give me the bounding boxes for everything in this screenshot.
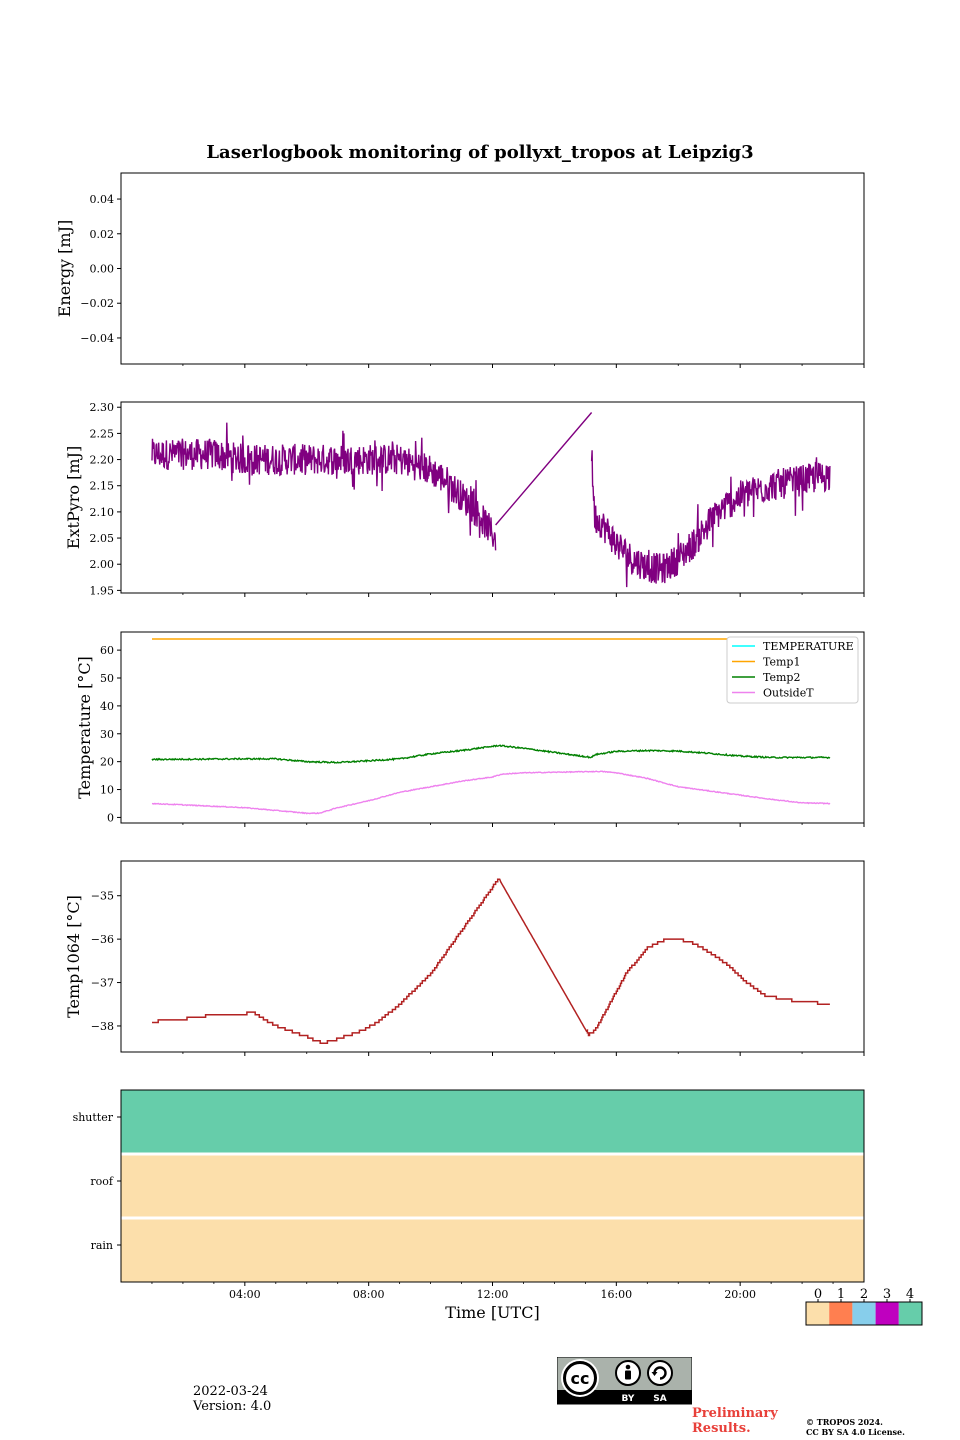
extpyro-ytick-label: 2.20 bbox=[90, 454, 115, 467]
extpyro-line bbox=[151, 412, 831, 588]
energy-panel: 0.04 0.02 0.00 −0.02 −0.04 Energy [mJ] bbox=[55, 172, 865, 368]
colorbar-segment bbox=[806, 1302, 830, 1325]
colorbar-segment bbox=[852, 1302, 876, 1325]
x-tick-label: 16:00 bbox=[600, 1288, 632, 1301]
temp1064-line bbox=[152, 878, 830, 1045]
extpyro-ylabel: ExtPyro [mJ] bbox=[64, 446, 83, 549]
energy-ytick-label: 0.00 bbox=[90, 263, 115, 276]
legend-label: OutsideT bbox=[763, 687, 814, 700]
extpyro-ytick-label: 2.00 bbox=[90, 558, 115, 571]
preliminary-line-2: Results. bbox=[692, 1421, 751, 1436]
energy-ytick-label: −0.04 bbox=[80, 332, 114, 345]
extpyro-ytick-label: 2.05 bbox=[90, 532, 115, 545]
colorbar-segment bbox=[829, 1302, 853, 1325]
colorbar-tick-label: 4 bbox=[906, 1287, 914, 1302]
temp1064-ytick-label: −35 bbox=[91, 890, 114, 903]
energy-ytick-label: 0.04 bbox=[90, 193, 115, 206]
legend-label: Temp2 bbox=[763, 671, 800, 684]
temp1064-frame bbox=[120, 860, 865, 1053]
temperature-ytick-label: 20 bbox=[100, 756, 114, 769]
energy-ylabel: Energy [mJ] bbox=[55, 220, 74, 318]
x-tick-label: 20:00 bbox=[724, 1288, 756, 1301]
status-cell-roof bbox=[121, 1154, 864, 1218]
energy-ytick-label: 0.02 bbox=[90, 228, 115, 241]
preliminary-line-1: Preliminary bbox=[692, 1406, 778, 1421]
cc-by-label: BY bbox=[622, 1394, 635, 1404]
legend-label: Temp1 bbox=[763, 656, 800, 669]
x-tick-label: 08:00 bbox=[353, 1288, 385, 1301]
temperature-ytick-label: 40 bbox=[100, 700, 114, 713]
status-cell-rain bbox=[121, 1218, 864, 1282]
colorbar-segment bbox=[898, 1302, 922, 1325]
extpyro-ytick-label: 2.15 bbox=[90, 480, 115, 493]
status-row-label: roof bbox=[90, 1175, 114, 1188]
version-label: Version: 4.0 bbox=[193, 1399, 272, 1414]
preliminary-note: Preliminary Results. bbox=[692, 1406, 778, 1436]
temp1064-ytick-label: −36 bbox=[91, 933, 114, 946]
extpyro-ytick-label: 2.10 bbox=[90, 506, 115, 519]
cc-license-badge: cc BY SA bbox=[557, 1357, 692, 1405]
energy-ytick-label: −0.02 bbox=[80, 297, 114, 310]
cc-text: cc bbox=[571, 1369, 590, 1388]
temperature-frame bbox=[120, 631, 865, 824]
legend-label: TEMPERATURE bbox=[763, 640, 854, 653]
temperature-legend: TEMPERATURE Temp1 Temp2 OutsideT bbox=[726, 636, 859, 704]
legend-frame bbox=[726, 636, 859, 704]
temp1064-ylabel: Temp1064 [°C] bbox=[64, 895, 83, 1018]
extpyro-ytick-label: 1.95 bbox=[90, 584, 115, 597]
temperature-ytick-label: 10 bbox=[100, 784, 114, 797]
outside-temperature-line bbox=[151, 770, 831, 815]
temperature-ylabel: Temperature [°C] bbox=[75, 656, 94, 799]
date-label: 2022-03-24 bbox=[193, 1384, 268, 1399]
colorbar-tick-label: 2 bbox=[860, 1287, 868, 1302]
extpyro-ytick-label: 2.25 bbox=[90, 427, 115, 440]
temperature-ytick-label: 30 bbox=[100, 728, 114, 741]
colorbar-segment bbox=[875, 1302, 899, 1325]
energy-frame bbox=[120, 172, 865, 365]
figure-title: Laserlogbook monitoring of pollyxt_tropo… bbox=[206, 142, 753, 163]
colorbar-tick-label: 1 bbox=[837, 1287, 845, 1302]
extpyro-frame bbox=[120, 401, 865, 594]
copyright-line-1: © TROPOS 2024. bbox=[806, 1417, 883, 1427]
copyright-note: © TROPOS 2024. CC BY SA 4.0 License. bbox=[806, 1417, 905, 1437]
temp2-line bbox=[151, 744, 831, 764]
cc-sa-label: SA bbox=[653, 1394, 666, 1404]
x-tick-label: 04:00 bbox=[229, 1288, 261, 1301]
temperature-ytick-label: 60 bbox=[100, 644, 114, 657]
colorbar-tick-label: 0 bbox=[814, 1287, 822, 1302]
status-row-label: rain bbox=[91, 1239, 113, 1252]
extpyro-panel: 2.30 2.25 2.20 2.15 2.10 2.05 2.00 1.95 ExtPyro … bbox=[64, 401, 865, 597]
share-alike-icon bbox=[647, 1360, 673, 1386]
temp1064-ytick-label: −37 bbox=[91, 977, 114, 990]
temperature-ytick-label: 0 bbox=[107, 811, 114, 824]
temp1064-panel: −35 −36 −37 −38 Temp1064 [°C] bbox=[64, 860, 865, 1056]
temperature-ytick-label: 50 bbox=[100, 672, 114, 685]
status-cell-shutter bbox=[121, 1090, 864, 1154]
extpyro-ytick-label: 2.30 bbox=[90, 401, 115, 414]
temp1064-ytick-label: −38 bbox=[91, 1020, 114, 1033]
x-tick-label: 12:00 bbox=[477, 1288, 509, 1301]
colorbar-tick-label: 3 bbox=[883, 1287, 891, 1302]
status-panel: shutter roof rain 04:00 08:00 12:00 16:00 20:00… bbox=[73, 1089, 865, 1322]
copyright-line-2: CC BY SA 4.0 License. bbox=[806, 1427, 905, 1437]
x-axis-label: Time [UTC] bbox=[445, 1303, 539, 1322]
temperature-panel: 60 50 40 30 20 10 0 Temperature [°C] TEMPERATURE… bbox=[75, 631, 865, 827]
status-row-label: shutter bbox=[73, 1111, 114, 1124]
